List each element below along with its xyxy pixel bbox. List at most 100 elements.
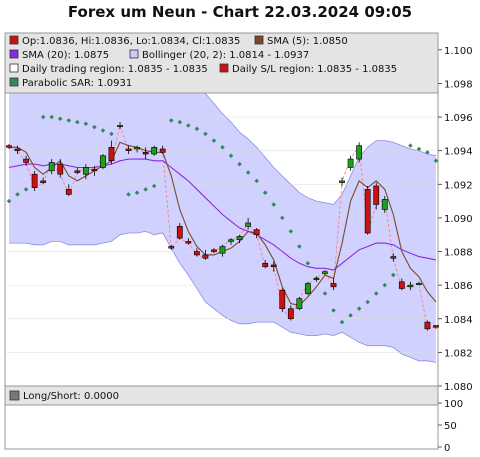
legend-label: Op:1.0836, Hi:1.0836, Lo:1.0834, Cl:1.08…: [22, 36, 240, 47]
sar-dot: [280, 215, 285, 221]
candle-body: [416, 283, 422, 285]
candle-body: [40, 180, 47, 183]
candle-body: [373, 185, 380, 205]
candle-body: [296, 298, 303, 309]
candle-body: [91, 168, 98, 172]
lower-y-tick-label: 100: [444, 399, 463, 410]
sar-dot: [100, 128, 106, 133]
candle-body: [82, 167, 89, 175]
lower-y-tick-label: 0: [444, 443, 450, 454]
candle-body: [74, 170, 81, 173]
legend-swatch: [129, 49, 139, 59]
legend-label: Parabolic SAR: 1.0931: [22, 78, 132, 89]
candle-body: [270, 264, 277, 267]
candle-body: [390, 256, 397, 259]
sar-dot: [356, 306, 362, 311]
legend-label: Daily S/L region: 1.0835 - 1.0835: [232, 64, 397, 75]
candle-body: [151, 147, 158, 155]
sar-dot: [57, 116, 63, 121]
sar-dot: [66, 118, 72, 123]
legend-label: SMA (5): 1.0850: [267, 36, 348, 47]
candle-body: [339, 180, 345, 183]
candle-body: [65, 189, 72, 195]
main-plot-area: [5, 49, 439, 387]
bollinger-lower-line: [9, 230, 437, 363]
candle-body: [14, 148, 21, 151]
candle-body: [185, 241, 192, 244]
y-tick-label: 1.086: [444, 281, 473, 292]
candle-body: [100, 155, 106, 168]
legend-box: [4, 32, 439, 94]
candle-body: [48, 162, 55, 172]
sar-dot: [382, 282, 388, 288]
candle-body: [262, 262, 269, 267]
legend-label: SMA (20): 1.0875: [22, 50, 109, 61]
sar-dot: [49, 114, 54, 120]
candle-body: [202, 254, 209, 259]
lower-legend-swatch: [9, 390, 20, 401]
y-tick-label: 1.098: [444, 79, 473, 90]
candle-body: [304, 283, 311, 294]
lower-y-axis: 100 50 0: [438, 399, 463, 454]
sar-dot: [322, 291, 328, 296]
candle-body: [23, 158, 29, 163]
y-tick-label: 1.090: [444, 214, 473, 225]
candle-body: [176, 226, 183, 239]
y-tick-label: 1.082: [444, 348, 473, 359]
sma20-line: [8, 158, 437, 271]
legend: Op:1.0836, Hi:1.0836, Lo:1.0834, Cl:1.08…: [9, 35, 397, 89]
candle-body: [398, 281, 405, 289]
bollinger-band-fill: [9, 83, 436, 363]
candle-body: [228, 239, 234, 242]
sar-dot: [297, 244, 302, 249]
legend-swatch: [219, 63, 229, 73]
sar-dot: [348, 313, 353, 318]
sar-dot: [109, 131, 114, 137]
candle-body: [322, 271, 328, 274]
legend-swatch: [254, 35, 264, 45]
candle-body: [287, 308, 294, 320]
legend-swatch: [9, 35, 19, 45]
candle-body: [117, 125, 123, 127]
candle-body: [330, 283, 337, 288]
candle-body: [134, 147, 140, 150]
sar-dot: [126, 192, 131, 197]
candle-body: [253, 229, 260, 236]
y-axis: 1.080 1.082 1.084 1.086 1.088 1.090 1.092 1.094…: [438, 46, 473, 393]
candle-body: [236, 236, 243, 241]
candle-body: [219, 246, 226, 254]
candle-body: [193, 251, 200, 256]
sar-dot: [331, 308, 336, 313]
candle-body: [57, 163, 64, 175]
candle-body: [168, 246, 175, 249]
sar-dot: [168, 118, 174, 123]
y-tick-label: 1.084: [444, 315, 473, 326]
candle-body: [407, 284, 414, 288]
sar-dot: [194, 126, 200, 132]
candle-body: [125, 148, 132, 151]
sar-dot: [75, 119, 80, 125]
y-tick-label: 1.100: [444, 46, 473, 57]
sar-dot: [365, 299, 370, 305]
candle-body: [31, 173, 38, 188]
legend-swatch: [9, 63, 19, 73]
candle-body: [211, 249, 217, 252]
candle-body: [108, 147, 115, 162]
candle-body: [159, 148, 166, 153]
candle-body: [6, 145, 12, 148]
sar-dot: [373, 291, 379, 296]
legend-label: Daily trading region: 1.0835 - 1.0835: [22, 64, 208, 75]
candle-body: [433, 325, 439, 328]
candle-body: [313, 278, 320, 280]
lower-y-tick-label: 50: [444, 421, 457, 432]
chart-title: Forex um Neun - Chart 22.03.2024 09:05: [67, 3, 413, 21]
y-tick-label: 1.080: [444, 382, 473, 393]
legend-label: Bollinger (20, 2): 1.0814 - 1.0937: [142, 50, 309, 61]
y-tick-label: 1.094: [444, 147, 473, 158]
lower-legend-label: Long/Short: 0.0000: [23, 391, 119, 402]
sar-dot: [186, 123, 191, 128]
sar-dot: [305, 261, 311, 266]
lower-legend-box: [4, 385, 439, 406]
sar-dot: [339, 319, 345, 325]
